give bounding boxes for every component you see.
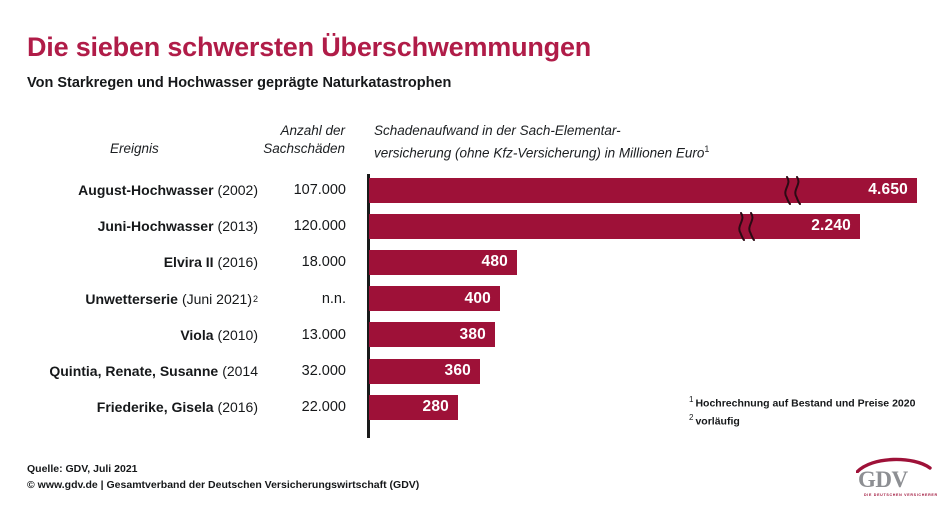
event-year: (2013) <box>217 218 258 235</box>
column-header-damage-line1: Schadenaufwand in der Sach-Elementar- <box>374 123 621 138</box>
bar-6[interactable]: 280 <box>369 394 458 420</box>
source-line-1: Quelle: GDV, Juli 2021 <box>27 463 138 475</box>
bar-value-label: 2.240 <box>811 217 851 235</box>
event-year: (2014 <box>222 363 258 380</box>
bar-container: 380 <box>369 317 495 353</box>
row-footnote-marker: 2 <box>252 293 258 304</box>
page-subtitle: Von Starkregen und Hochwasser geprägte N… <box>27 75 452 91</box>
event-year: (2002) <box>217 182 258 199</box>
event-year: (2010) <box>217 326 258 343</box>
axis-break-icon <box>780 175 806 205</box>
claims-count-5: 32.000 <box>301 363 346 380</box>
claims-count-1: 120.000 <box>293 218 346 235</box>
footnote-text: Hochrechnung auf Bestand und Preise 2020 <box>695 397 916 410</box>
column-header-claims-count-line1: Anzahl der <box>280 123 345 138</box>
bar-0[interactable]: 4.650 <box>369 175 917 205</box>
event-name: Friederike, Gisela <box>96 399 214 416</box>
bar-value-label: 4.650 <box>868 181 908 199</box>
bar-container: 280 <box>369 389 458 425</box>
bar-value-label: 380 <box>459 325 486 343</box>
chart-row: Friederike, Gisela (2016) 22.000 280 <box>0 389 945 425</box>
footnote-marker: 1 <box>689 395 694 404</box>
bar-value-label: 280 <box>422 398 449 416</box>
chart-row: August-Hochwasser (2002) 107.000 4.650 <box>0 172 945 208</box>
event-name: Elvira II <box>163 254 214 271</box>
event-year: (Juni 2021) <box>181 290 252 307</box>
axis-break-icon <box>734 211 760 241</box>
column-header-damage-line2: versicherung (ohne Kfz-Versicherung) in … <box>374 140 804 163</box>
event-name: Juni-Hochwasser <box>97 218 214 235</box>
claims-count-6: 22.000 <box>301 399 346 416</box>
row-label-2: Elvira II (2016) <box>0 244 258 280</box>
bar-container: 2.240 <box>369 208 860 244</box>
footnotes: 1 Hochrechnung auf Bestand und Preise 202… <box>689 393 915 428</box>
claims-count-0: 107.000 <box>293 182 346 199</box>
bar-container: 400 <box>369 281 500 317</box>
chart-row: Unwetterserie (Juni 2021) 2 n.n. 400 <box>0 281 945 317</box>
event-name: August-Hochwasser <box>78 182 214 199</box>
chart-rows: August-Hochwasser (2002) 107.000 4.650 Juni-… <box>0 172 945 425</box>
row-label-1: Juni-Hochwasser (2013) <box>0 208 258 244</box>
bar-4[interactable]: 380 <box>369 322 495 348</box>
source-line-2: © www.gdv.de | Gesamtverband der Deutsch… <box>27 478 420 491</box>
row-label-4: Viola (2010) <box>0 317 258 353</box>
bar-3[interactable]: 400 <box>369 286 500 312</box>
event-name: Unwetterserie <box>85 290 178 307</box>
page-title: Die sieben schwersten Überschwemmungen <box>27 32 592 62</box>
row-label-3: Unwetterserie (Juni 2021) 2 <box>0 281 258 317</box>
row-label-6: Friederike, Gisela (2016) <box>0 389 258 425</box>
bar-1[interactable]: 2.240 <box>369 211 860 241</box>
gdv-logo[interactable]: GDV DIE DEUTSCHEN VERSICHERER <box>855 455 937 501</box>
column-header-damage: Schadenaufwand in der Sach-Elementar- ve… <box>374 122 804 163</box>
chart-row: Quintia, Renate, Susanne (2014 32.000 360 <box>0 353 945 389</box>
value-axis-line <box>367 174 370 438</box>
column-header-claims-count-line2: Sachschäden <box>263 141 345 156</box>
logo-wordmark: GDV <box>858 467 908 492</box>
claims-count-2: 18.000 <box>301 254 346 271</box>
footnote-1: 1 Hochrechnung auf Bestand und Preise 202… <box>689 393 915 411</box>
bar-2[interactable]: 480 <box>369 249 517 275</box>
bar-container: 480 <box>369 244 517 280</box>
row-label-0: August-Hochwasser (2002) <box>0 172 258 208</box>
event-year: (2016) <box>217 399 258 416</box>
event-name: Viola <box>180 326 214 343</box>
chart-row: Viola (2010) 13.000 380 <box>0 317 945 353</box>
bar-container: 360 <box>369 353 480 389</box>
source-block: Quelle: GDV, Juli 2021 © www.gdv.de | Ge… <box>27 462 419 493</box>
footnote-text: vorläufig <box>695 415 740 427</box>
column-header-damage-footnote-marker: 1 <box>704 144 710 154</box>
claims-count-3: n.n. <box>321 290 346 307</box>
row-label-5: Quintia, Renate, Susanne (2014 <box>0 353 258 389</box>
bar-value-label: 360 <box>444 362 471 380</box>
footnote-marker: 2 <box>689 412 694 422</box>
logo-tagline: DIE DEUTSCHEN VERSICHERER <box>864 493 938 497</box>
bar-container: 4.650 <box>369 172 917 208</box>
event-name: Quintia, Renate, Susanne <box>49 363 219 380</box>
bar-value-label: 400 <box>464 289 491 307</box>
logo-arc-icon <box>855 455 932 474</box>
column-header-claims-count: Anzahl der Sachschäden <box>145 122 345 158</box>
claims-count-4: 13.000 <box>301 326 346 343</box>
chart-row: Juni-Hochwasser (2013) 120.000 2.240 <box>0 208 945 244</box>
column-header-event: Ereignis <box>110 141 159 156</box>
column-header-damage-line2-text: versicherung (ohne Kfz-Versicherung) in … <box>374 145 705 161</box>
footnote-2: 2 vorläufig <box>689 411 915 429</box>
event-year: (2016) <box>217 254 258 271</box>
bar-5[interactable]: 360 <box>369 358 480 384</box>
chart-row: Elvira II (2016) 18.000 480 <box>0 244 945 280</box>
bar-value-label: 480 <box>481 253 508 271</box>
